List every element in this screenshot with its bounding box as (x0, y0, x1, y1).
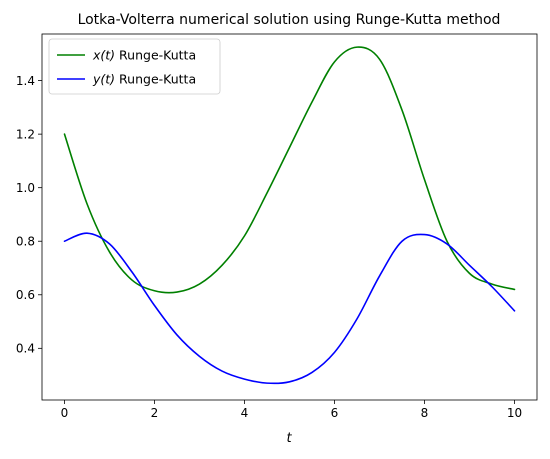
y-tick-label: 1.0 (16, 181, 35, 195)
legend-label-suffix: Runge-Kutta (115, 48, 196, 63)
legend-label-y: y(t) Runge-Kutta (92, 72, 196, 87)
series-layer (63, 46, 516, 385)
x-tick-label: 10 (507, 406, 522, 420)
y-tick-label: 1.4 (16, 74, 35, 88)
legend-label-suffix: Runge-Kutta (115, 72, 196, 87)
x-tick-label: 4 (241, 406, 249, 420)
series-line-y (63, 232, 516, 385)
legend-label-x: x(t) Runge-Kutta (92, 48, 196, 63)
x-tick-label: 0 (61, 406, 69, 420)
x-tick-label: 2 (151, 406, 159, 420)
tick-layer: 0 2 4 6 8 10 0.4 0.6 0.8 1.0 1.2 1.4 (16, 74, 522, 420)
x-axis-label-text: t (286, 431, 292, 446)
x-tick-label: 8 (421, 406, 429, 420)
chart-title: Lotka-Volterra numerical solution using … (78, 12, 501, 28)
legend-label-variable: y(t) (92, 72, 115, 87)
y-tick-label: 1.2 (16, 127, 35, 141)
y-tick-label: 0.6 (16, 288, 35, 302)
legend-label-variable: x(t) (92, 48, 115, 63)
y-tick-label: 0.8 (16, 234, 35, 248)
series-line-x (63, 46, 516, 294)
x-axis-label: t (286, 431, 292, 446)
legend-box (48, 38, 221, 95)
axes-border (41, 33, 538, 401)
x-tick-label: 6 (331, 406, 339, 420)
axes-frame (41, 33, 538, 401)
y-tick-label: 0.4 (16, 342, 35, 356)
